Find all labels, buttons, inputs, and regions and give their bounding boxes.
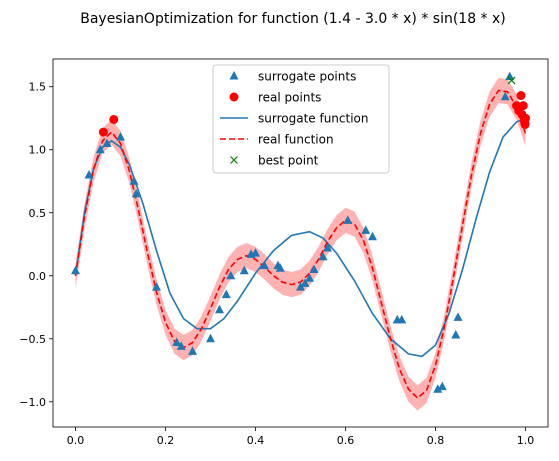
surrogate-point [84,169,94,179]
surrogate-point [95,144,105,154]
legend-label: real points [258,91,321,105]
surrogate-point [323,243,332,252]
surrogate-point [176,341,186,350]
surrogate-point [260,260,269,270]
surrogate-point [206,333,215,343]
legend: surrogate points real points surrogate fun… [212,64,390,174]
surrogate-point [296,282,305,291]
surrogate-point [343,215,353,224]
surrogate-point [152,282,161,291]
surrogate-point [437,381,447,391]
surrogate-point [309,264,319,273]
x-tick-label: 0.0 [67,434,85,447]
surrogate-point [239,265,249,275]
x-tick-label: 0.2 [157,434,175,447]
x-axis: 0.0 0.2 0.4 0.6 0.8 1.0 [67,427,535,447]
x-tick-label: 0.4 [247,434,265,447]
y-tick-label: −0.5 [19,333,46,346]
y-axis: −1.0 −0.5 0.0 0.5 1.0 1.5 [19,81,53,409]
legend-label: surrogate function [258,112,368,126]
plot-points [71,71,530,393]
best-point [507,76,516,85]
legend-label: surrogate points [258,70,356,84]
surrogate-point [129,176,139,185]
surrogate-point [500,91,510,101]
surrogate-point [300,278,310,287]
surrogate-point [433,384,443,393]
plot-lines [74,89,527,400]
surrogate-point [102,138,112,147]
surrogate-point [215,304,224,314]
surrogate-point [451,330,461,339]
surrogate-point [71,265,80,275]
real-point [516,91,526,101]
surrogate-point [172,337,182,347]
legend-key [230,156,238,164]
y-tick-label: 1.5 [29,81,47,94]
x-tick-label: 0.6 [337,434,355,447]
surrogate-point [318,251,328,261]
surrogate-point [221,289,231,299]
real-point [521,113,530,123]
chart-title: BayesianOptimization for function (1.4 -… [80,11,506,27]
surrogate-point [505,71,515,81]
surrogate-point [453,312,463,321]
real-function-line [74,89,527,400]
surrogate-point [131,188,141,198]
x-tick-label: 0.8 [427,434,445,447]
real-point [518,101,528,111]
legend-label: best point [258,154,319,168]
y-tick-label: 0.0 [29,270,47,283]
y-tick-label: 1.0 [29,144,47,157]
x-tick-label: 1.0 [517,434,535,447]
surrogate-point [251,248,260,257]
surrogate-point [368,231,377,241]
surrogate-point [188,346,197,355]
legend-key [229,92,239,102]
legend-key [229,71,239,80]
surrogate-function-line [74,117,526,358]
legend-box [212,64,390,174]
legend-label: real function [258,133,334,147]
y-tick-label: 0.5 [29,207,47,220]
real-point [98,127,108,137]
y-tick-label: −1.0 [19,396,46,409]
surrogate-point [226,270,236,280]
real-point [109,114,119,124]
surrogate-point [397,314,407,324]
surrogate-point [275,263,285,272]
plot-frame [52,58,549,428]
surrogate-point [361,225,371,234]
surrogate-point [305,273,314,282]
surrogate-point [116,132,125,141]
